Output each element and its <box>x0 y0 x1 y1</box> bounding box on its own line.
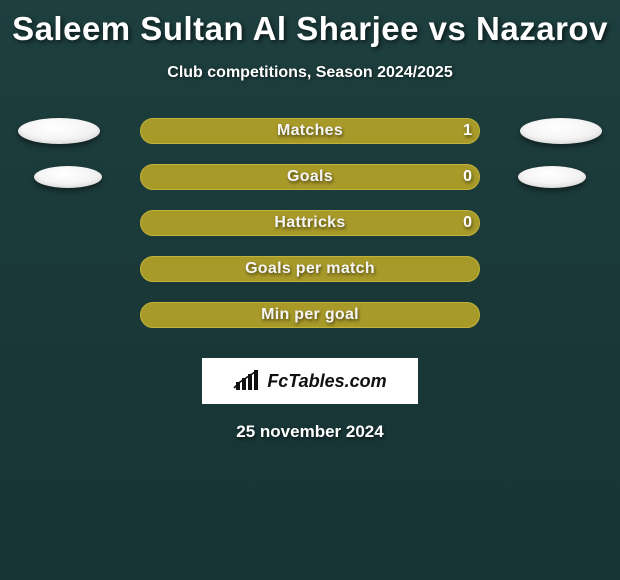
bar-wrap: Matches 1 <box>140 118 480 144</box>
chart-icon <box>233 370 261 392</box>
page-title: Saleem Sultan Al Sharjee vs Nazarov <box>0 0 620 48</box>
bar-label: Min per goal <box>140 302 480 328</box>
bar-label: Matches <box>140 118 480 144</box>
player-right-marker <box>520 118 602 144</box>
row-min-per-goal: Min per goal <box>0 302 620 348</box>
page-subtitle: Club competitions, Season 2024/2025 <box>0 64 620 82</box>
logo-box: FcTables.com <box>202 358 418 404</box>
player-left-marker <box>34 166 102 188</box>
comparison-rows: Matches 1 Goals 0 Hattricks 0 Goals per … <box>0 118 620 348</box>
player-right-marker <box>518 166 586 188</box>
bar-wrap: Hattricks 0 <box>140 210 480 236</box>
date-text: 25 november 2024 <box>0 422 620 442</box>
row-goals-per-match: Goals per match <box>0 256 620 302</box>
bar-wrap: Goals 0 <box>140 164 480 190</box>
value-right: 0 <box>463 210 472 236</box>
player-left-marker <box>18 118 100 144</box>
row-hattricks: Hattricks 0 <box>0 210 620 256</box>
row-goals: Goals 0 <box>0 164 620 210</box>
bar-wrap: Min per goal <box>140 302 480 328</box>
value-right: 0 <box>463 164 472 190</box>
bar-label: Hattricks <box>140 210 480 236</box>
value-right: 1 <box>463 118 472 144</box>
logo-text: FcTables.com <box>267 371 386 392</box>
bar-label: Goals <box>140 164 480 190</box>
bar-wrap: Goals per match <box>140 256 480 282</box>
bar-label: Goals per match <box>140 256 480 282</box>
row-matches: Matches 1 <box>0 118 620 164</box>
